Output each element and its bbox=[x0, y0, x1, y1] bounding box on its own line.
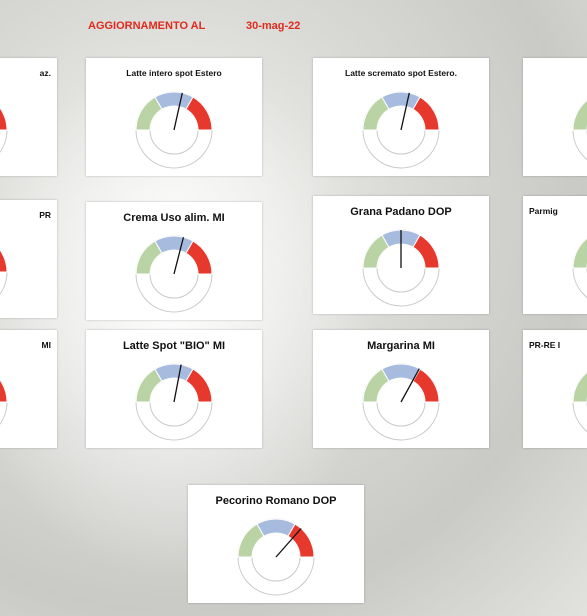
header-label: AGGIORNAMENTO AL bbox=[88, 20, 206, 32]
gauge-band bbox=[412, 96, 440, 131]
gauge-card: Pecorino Romano DOP bbox=[188, 485, 364, 603]
gauge-card: Grana Padano DOP bbox=[313, 196, 489, 314]
gauge bbox=[572, 371, 587, 433]
gauge-band bbox=[572, 371, 587, 403]
gauge-card: MI bbox=[0, 330, 57, 448]
gauge-band bbox=[0, 379, 8, 403]
gauge bbox=[237, 518, 315, 596]
gauge-card: Margarina MI bbox=[313, 330, 489, 448]
gauge-needle bbox=[173, 237, 185, 275]
gauge bbox=[362, 91, 440, 169]
gauge-band bbox=[572, 237, 587, 269]
gauge bbox=[572, 99, 587, 161]
gauge bbox=[0, 107, 8, 153]
gauge-card: PR bbox=[0, 200, 57, 318]
gauge-band bbox=[185, 96, 213, 131]
gauge bbox=[0, 249, 8, 295]
gauge bbox=[572, 237, 587, 299]
gauge-title: Crema Uso alim. MI bbox=[123, 212, 225, 224]
gauge-title: Pecorino Romano DOP bbox=[215, 495, 337, 507]
gauge-title: PR-RE I bbox=[529, 340, 561, 350]
gauge-title: Margarina MI bbox=[367, 340, 435, 352]
gauge-band bbox=[185, 368, 213, 403]
gauge-card: Crema Uso alim. MI bbox=[86, 202, 262, 320]
gauge-title: Grana Padano DOP bbox=[350, 206, 452, 218]
gauge-card: az. bbox=[0, 58, 57, 176]
gauge-band bbox=[572, 99, 587, 131]
gauge bbox=[135, 363, 213, 441]
gauge-card: Latte scremato spot Estero. bbox=[313, 58, 489, 176]
gauge-title: PR bbox=[39, 210, 51, 220]
gauge bbox=[362, 363, 440, 441]
gauge-title: Latte Spot "BIO" MI bbox=[122, 340, 226, 352]
gauge-needle bbox=[400, 368, 420, 403]
gauge-needle bbox=[173, 92, 183, 131]
gauge bbox=[362, 229, 440, 307]
gauge bbox=[135, 235, 213, 313]
gauge-band bbox=[412, 368, 440, 403]
gauge-card: Latte Spot "BIO" MI bbox=[86, 330, 262, 448]
gauge-card: Parmig bbox=[523, 196, 587, 314]
gauge-band bbox=[0, 107, 8, 131]
header-date: 30-mag-22 bbox=[246, 20, 301, 32]
gauge-band bbox=[412, 234, 440, 269]
gauge-title: MI bbox=[41, 340, 51, 350]
gauge-card: Latte intero spot Estero bbox=[86, 58, 262, 176]
gauge-needle bbox=[275, 528, 302, 558]
gauge-title: Latte intero spot Estero bbox=[126, 68, 222, 78]
gauge-needle bbox=[400, 92, 410, 131]
gauge-needle bbox=[173, 364, 182, 403]
gauge-title: Latte scremato spot Estero. bbox=[345, 68, 457, 78]
gauge-card bbox=[523, 58, 587, 176]
gauge-title: Parmig bbox=[529, 206, 558, 216]
gauge-band bbox=[0, 249, 8, 273]
gauge-card: PR-RE I bbox=[523, 330, 587, 448]
gauge-title: az. bbox=[39, 68, 51, 78]
gauge-band bbox=[185, 240, 213, 275]
gauge bbox=[0, 379, 8, 425]
gauge bbox=[135, 91, 213, 169]
